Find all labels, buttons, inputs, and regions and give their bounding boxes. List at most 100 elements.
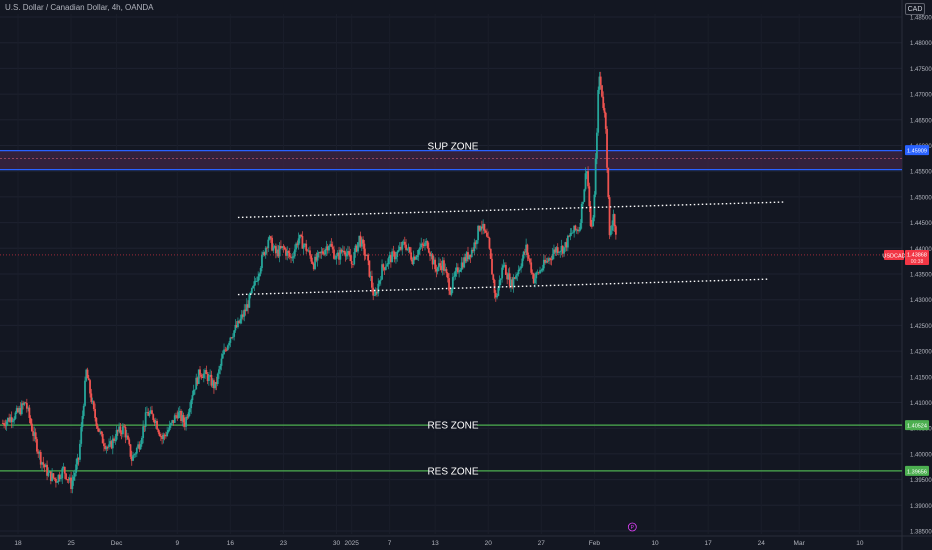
candle-body <box>613 214 616 227</box>
candle-body <box>134 453 137 455</box>
candle-down <box>508 267 511 289</box>
symbol-title[interactable]: U.S. Dollar / Canadian Dollar, 4h, OANDA <box>5 3 154 12</box>
candle-body <box>368 260 371 277</box>
candle-body <box>33 432 36 436</box>
candle-body <box>541 268 544 271</box>
candle-body <box>314 256 316 270</box>
candle-body <box>443 260 445 271</box>
candle-body <box>326 246 329 251</box>
candle-down <box>445 266 448 278</box>
candle-up <box>522 250 525 261</box>
candle-body <box>118 426 121 432</box>
candle-body <box>52 473 55 478</box>
candle-down <box>280 240 282 250</box>
candle-up <box>62 462 65 470</box>
candle-body <box>560 245 563 252</box>
candle-body <box>161 436 163 439</box>
x-tick-label: Dec <box>111 540 123 547</box>
candle-down <box>410 247 413 262</box>
candle-body <box>159 436 162 437</box>
candle-down <box>53 477 56 482</box>
candle-body <box>467 252 469 260</box>
candle-body <box>317 252 320 254</box>
candle-up <box>268 235 271 241</box>
candle-down <box>340 248 343 254</box>
candle-body <box>529 258 531 263</box>
candle-up <box>501 263 504 283</box>
candle-up <box>75 458 78 477</box>
candle-body <box>311 261 314 264</box>
candle-body <box>95 418 98 427</box>
price-axis[interactable]: 1.485001.480001.475001.470001.465001.460… <box>910 16 932 536</box>
candle-up <box>73 469 76 481</box>
candle-body <box>231 336 234 338</box>
candle-down <box>271 235 273 252</box>
candle-body <box>280 246 282 249</box>
candle-body <box>46 464 48 476</box>
candle-body <box>209 374 212 376</box>
candle-body <box>350 261 353 265</box>
candle-body <box>152 414 155 420</box>
res-zone-label[interactable]: RES ZONE <box>427 421 478 432</box>
candle-down <box>224 346 227 353</box>
candle-up <box>535 271 538 285</box>
time-axis[interactable]: 18 25 Dec 9 16 23 30 2025 7 13 20 27 Feb 10 17 24 Mar 10 <box>14 540 863 547</box>
candle-down <box>95 416 98 430</box>
candle-down <box>408 246 411 255</box>
candle-body <box>458 271 461 273</box>
candle-body <box>542 259 545 269</box>
candle-body <box>167 429 170 433</box>
candle-body <box>335 255 338 259</box>
candle-up <box>71 474 74 494</box>
candle-body <box>384 266 387 270</box>
currency-button[interactable]: CAD <box>905 3 925 15</box>
candle-body <box>91 401 94 403</box>
sup-zone-label[interactable]: SUP ZONE <box>428 142 479 153</box>
candle-up <box>369 271 372 282</box>
candle-down <box>601 85 603 98</box>
candle-down <box>491 253 493 275</box>
level-price-tag-bg <box>905 145 929 156</box>
candle-down <box>156 418 158 430</box>
candle-body <box>224 349 227 351</box>
y-tick-label: 1.44500 <box>910 221 932 227</box>
candle-body <box>309 250 311 256</box>
candle-up <box>354 244 357 258</box>
candles-layer[interactable] <box>1 71 617 494</box>
candle-down <box>429 251 431 261</box>
candle-body <box>454 270 457 277</box>
candle-up <box>228 341 230 349</box>
candle-down <box>426 240 429 250</box>
candle-up <box>91 397 94 405</box>
candle-down <box>94 403 97 422</box>
candle-body <box>170 423 172 426</box>
candle-body <box>43 464 46 468</box>
candle-body <box>449 290 452 295</box>
candle-down <box>343 246 346 255</box>
candle-body <box>162 434 165 439</box>
res-zone-label[interactable]: RES ZONE <box>427 466 478 477</box>
candle-body <box>472 249 474 252</box>
candle-body <box>596 132 598 159</box>
candle-body <box>3 423 5 426</box>
candle-body <box>525 244 528 253</box>
candle-body <box>266 247 268 249</box>
candle-body <box>609 230 612 236</box>
candle-up <box>441 256 444 276</box>
candle-body <box>19 407 22 415</box>
candle-body <box>341 250 344 253</box>
candle-body <box>473 242 476 252</box>
candle-body <box>226 345 229 350</box>
candle-down <box>151 405 153 415</box>
candle-up <box>387 256 390 270</box>
x-tick-label: 13 <box>432 540 440 547</box>
candle-up <box>584 167 587 192</box>
candle-down <box>530 258 533 275</box>
candle-body <box>135 447 138 454</box>
candle-down <box>77 457 80 466</box>
candle-body <box>244 309 247 312</box>
candle-body <box>331 246 334 250</box>
candle-up <box>560 239 563 255</box>
candle-down <box>371 270 373 293</box>
